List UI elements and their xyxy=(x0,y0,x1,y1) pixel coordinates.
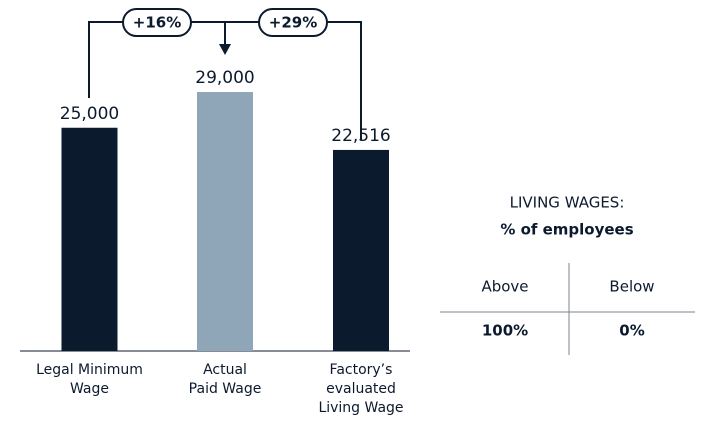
value-label: 25,000 xyxy=(60,104,119,124)
annotation-pill xyxy=(258,8,328,37)
x-tick-label: Actual xyxy=(203,362,247,378)
table-title: % of employees xyxy=(500,221,633,239)
table-header: Below xyxy=(609,278,654,296)
x-tick-label: Legal Minimum xyxy=(36,362,143,378)
table-cell: 100% xyxy=(482,322,528,340)
bar xyxy=(197,92,253,351)
x-tick-label: Paid Wage xyxy=(189,381,262,397)
table-cell: 0% xyxy=(619,322,644,340)
x-tick-label: evaluated xyxy=(326,381,396,397)
arrow-head xyxy=(219,44,231,55)
bar xyxy=(333,149,389,351)
x-tick-label: Wage xyxy=(70,381,109,397)
annotation: +29% xyxy=(269,14,317,32)
annotation: +16% xyxy=(133,14,181,32)
value-label: 22,516 xyxy=(331,126,390,146)
value-label: 29,000 xyxy=(195,68,254,88)
x-tick-label: Living Wage xyxy=(318,400,403,416)
bar xyxy=(61,127,118,351)
table-title: LIVING WAGES: xyxy=(510,194,625,212)
x-tick-label: Factory’s xyxy=(330,362,393,378)
table-header: Above xyxy=(481,278,528,296)
annotation-pill xyxy=(122,8,192,37)
